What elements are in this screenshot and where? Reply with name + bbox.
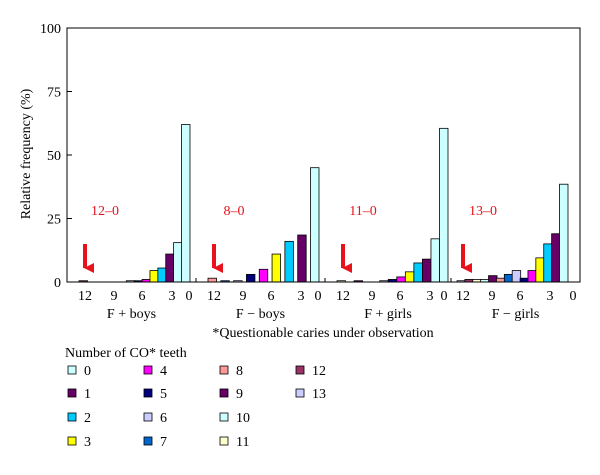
bars bbox=[78, 124, 569, 283]
bar bbox=[422, 258, 432, 283]
x-tick-label: 6 bbox=[268, 289, 275, 304]
legend-swatch bbox=[67, 436, 77, 446]
bar bbox=[207, 277, 217, 283]
bar bbox=[149, 270, 159, 283]
legend-label: 1 bbox=[84, 387, 91, 402]
legend-swatch bbox=[143, 412, 153, 422]
bar bbox=[258, 268, 269, 283]
x-tick-label: 12 bbox=[336, 289, 350, 304]
legend-swatch bbox=[143, 436, 153, 446]
x-tick-label: 9 bbox=[369, 289, 376, 304]
legend-swatch bbox=[219, 436, 229, 446]
bar bbox=[165, 253, 175, 283]
bar bbox=[503, 273, 514, 283]
x-tick-label: 0 bbox=[441, 289, 448, 304]
x-tick-label: 12 bbox=[78, 289, 92, 304]
bar bbox=[496, 277, 506, 283]
legend-label: 4 bbox=[160, 364, 167, 379]
x-tick-label: 9 bbox=[489, 289, 496, 304]
bar bbox=[297, 234, 307, 283]
bar bbox=[173, 242, 183, 283]
bar bbox=[271, 253, 281, 283]
legend-label: 13 bbox=[312, 387, 326, 402]
range-annotation: 8–0 bbox=[224, 204, 245, 219]
group-label: F − girls bbox=[492, 307, 540, 322]
bar bbox=[535, 257, 545, 283]
legend-label: 11 bbox=[236, 435, 249, 450]
bar bbox=[396, 276, 406, 283]
legend-label: 5 bbox=[160, 387, 167, 402]
legend-label: 6 bbox=[160, 411, 167, 426]
legend-label: 0 bbox=[84, 364, 91, 379]
legend-swatch bbox=[143, 365, 153, 375]
legend-label: 3 bbox=[84, 435, 91, 450]
y-tick-label: 75 bbox=[47, 86, 61, 101]
group-label: F + girls bbox=[364, 307, 412, 322]
bar bbox=[181, 124, 191, 283]
legend-label: 2 bbox=[84, 411, 91, 426]
y-tick-label: 100 bbox=[40, 22, 61, 37]
footnote: *Questionable caries under observation bbox=[212, 326, 433, 341]
legend-title: Number of CO* teeth bbox=[65, 346, 187, 361]
range-annotation: 13–0 bbox=[469, 204, 497, 219]
y-tick-label: 25 bbox=[47, 213, 61, 228]
annotations: 12–0 8–0 11–0 13–0 bbox=[83, 204, 497, 273]
x-tick-label: 3 bbox=[298, 289, 305, 304]
legend-label: 12 bbox=[312, 364, 326, 379]
legend-swatch bbox=[295, 388, 305, 398]
x-tick-label: 12 bbox=[207, 289, 221, 304]
legend-label: 10 bbox=[236, 411, 250, 426]
legend-swatch bbox=[67, 388, 77, 398]
legend-swatch bbox=[295, 365, 305, 375]
range-annotation: 11–0 bbox=[349, 204, 376, 219]
bar bbox=[551, 233, 561, 283]
legend-label: 8 bbox=[236, 364, 243, 379]
range-annotation: 12–0 bbox=[91, 204, 119, 219]
legend-swatch bbox=[67, 412, 77, 422]
bar bbox=[246, 273, 256, 283]
legend-label: 7 bbox=[160, 435, 167, 450]
bar bbox=[543, 243, 553, 283]
x-tick-label: 3 bbox=[547, 289, 554, 304]
x-tick-label: 0 bbox=[315, 289, 322, 304]
y-tick-label: 50 bbox=[47, 149, 61, 164]
group-label: F + boys bbox=[107, 307, 156, 322]
y-tick-label: 0 bbox=[54, 276, 61, 291]
legend-swatch bbox=[219, 388, 229, 398]
bar bbox=[430, 238, 440, 283]
x-tick-label: 12 bbox=[456, 289, 470, 304]
y-axis-label: Relative frequency (%) bbox=[19, 88, 34, 219]
bar bbox=[310, 167, 320, 283]
x-tick-label: 0 bbox=[570, 289, 577, 304]
x-tick-label: 9 bbox=[240, 289, 247, 304]
legend-swatch bbox=[67, 365, 77, 375]
legend-swatch bbox=[219, 412, 229, 422]
x-tick-label: 6 bbox=[397, 289, 404, 304]
legend-label: 9 bbox=[236, 387, 243, 402]
legend-swatch bbox=[219, 365, 229, 375]
x-tick-label: 9 bbox=[111, 289, 118, 304]
x-tick-label: 3 bbox=[427, 289, 434, 304]
bar bbox=[511, 270, 522, 283]
x-tick-label: 3 bbox=[169, 289, 176, 304]
x-tick-label: 6 bbox=[139, 289, 146, 304]
group-label: F − boys bbox=[236, 307, 285, 322]
bar bbox=[413, 262, 423, 283]
bar bbox=[439, 127, 449, 283]
bar bbox=[527, 270, 537, 283]
bar bbox=[488, 275, 498, 283]
bar bbox=[284, 240, 294, 283]
plot-frame bbox=[66, 27, 581, 283]
x-tick-label: 6 bbox=[517, 289, 524, 304]
legend-swatch bbox=[143, 388, 153, 398]
y-axis: 0 25 50 75 100 bbox=[40, 22, 72, 291]
bar bbox=[559, 183, 569, 283]
x-tick-label: 0 bbox=[186, 289, 193, 304]
bar bbox=[157, 267, 167, 283]
bar bbox=[519, 277, 529, 283]
bar bbox=[404, 271, 415, 283]
